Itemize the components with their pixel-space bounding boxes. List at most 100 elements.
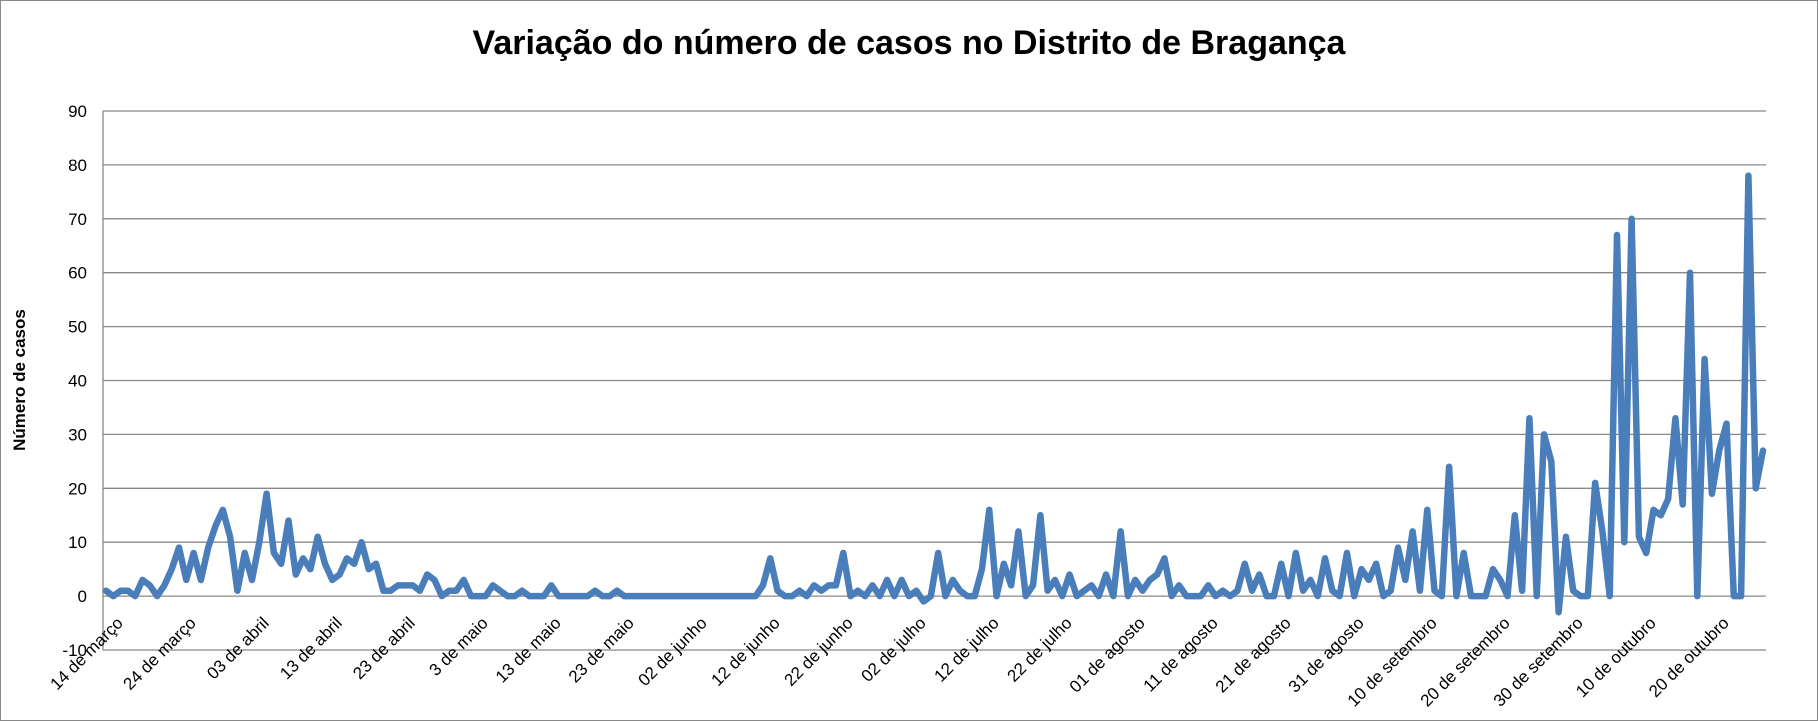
data-point bbox=[1081, 588, 1087, 594]
data-point bbox=[1037, 512, 1043, 518]
data-point bbox=[1651, 507, 1657, 513]
data-point bbox=[1176, 582, 1182, 588]
data-point bbox=[760, 582, 766, 588]
data-point bbox=[1395, 545, 1401, 551]
data-point bbox=[461, 577, 467, 583]
data-point bbox=[271, 550, 277, 556]
data-point bbox=[556, 593, 562, 599]
data-point bbox=[1329, 588, 1335, 594]
x-tick-label: 13 de abril bbox=[276, 613, 346, 683]
data-point bbox=[884, 577, 890, 583]
data-point bbox=[1256, 572, 1262, 578]
x-tick-label: 31 de agosto bbox=[1285, 613, 1368, 696]
data-point bbox=[636, 593, 642, 599]
data-point bbox=[818, 588, 824, 594]
data-point bbox=[921, 598, 927, 604]
y-tick-label: -10 bbox=[62, 641, 87, 660]
x-tick-label: 23 de abril bbox=[349, 613, 419, 683]
data-point bbox=[570, 593, 576, 599]
data-point bbox=[1519, 588, 1525, 594]
data-point bbox=[804, 593, 810, 599]
data-point bbox=[1118, 528, 1124, 534]
x-tick-label: 02 de junho bbox=[635, 613, 711, 689]
data-point bbox=[380, 588, 386, 594]
data-point bbox=[913, 588, 919, 594]
data-point bbox=[942, 593, 948, 599]
data-point bbox=[212, 523, 218, 529]
data-point bbox=[848, 593, 854, 599]
data-point bbox=[1293, 550, 1299, 556]
data-point bbox=[767, 555, 773, 561]
data-point bbox=[1658, 512, 1664, 518]
data-point bbox=[147, 582, 153, 588]
data-point bbox=[935, 550, 941, 556]
data-point bbox=[563, 593, 569, 599]
data-point bbox=[869, 582, 875, 588]
data-point bbox=[410, 582, 416, 588]
data-point bbox=[1490, 566, 1496, 572]
data-point bbox=[899, 577, 905, 583]
data-point bbox=[249, 577, 255, 583]
data-point bbox=[1110, 593, 1116, 599]
data-point bbox=[1410, 528, 1416, 534]
data-point bbox=[738, 593, 744, 599]
data-point bbox=[176, 545, 182, 551]
data-point bbox=[497, 588, 503, 594]
data-point bbox=[322, 561, 328, 567]
data-point bbox=[373, 561, 379, 567]
data-point bbox=[1074, 593, 1080, 599]
data-point bbox=[811, 582, 817, 588]
data-point bbox=[672, 593, 678, 599]
data-point bbox=[680, 593, 686, 599]
gridlines bbox=[102, 110, 1766, 651]
y-tick-label: 70 bbox=[68, 210, 87, 229]
data-point bbox=[1512, 512, 1518, 518]
data-point bbox=[702, 593, 708, 599]
data-point bbox=[541, 593, 547, 599]
data-point bbox=[125, 588, 131, 594]
data-point bbox=[745, 593, 751, 599]
data-point bbox=[687, 593, 693, 599]
data-point bbox=[351, 561, 357, 567]
data-point bbox=[723, 593, 729, 599]
data-point bbox=[1015, 528, 1021, 534]
data-point bbox=[1286, 593, 1292, 599]
data-point bbox=[1453, 593, 1459, 599]
data-point bbox=[1578, 593, 1584, 599]
data-point bbox=[366, 566, 372, 572]
data-point bbox=[417, 588, 423, 594]
data-point bbox=[994, 593, 1000, 599]
y-tick-label: 90 bbox=[68, 102, 87, 121]
data-point bbox=[1738, 593, 1744, 599]
data-point bbox=[315, 534, 321, 540]
data-point bbox=[1088, 582, 1094, 588]
data-point bbox=[1161, 555, 1167, 561]
data-point bbox=[431, 577, 437, 583]
series-line bbox=[102, 172, 1767, 616]
data-point bbox=[1424, 507, 1430, 513]
data-point bbox=[140, 577, 146, 583]
data-point bbox=[1140, 588, 1146, 594]
data-point bbox=[1242, 561, 1248, 567]
data-point bbox=[599, 593, 605, 599]
data-point bbox=[1629, 216, 1635, 222]
data-point bbox=[1439, 593, 1445, 599]
data-point bbox=[548, 582, 554, 588]
data-point bbox=[1665, 496, 1671, 502]
data-point bbox=[1264, 593, 1270, 599]
y-tick-label: 10 bbox=[68, 533, 87, 552]
data-point bbox=[585, 593, 591, 599]
data-point bbox=[643, 593, 649, 599]
data-point bbox=[1760, 448, 1766, 454]
data-point bbox=[307, 566, 313, 572]
data-point bbox=[1505, 593, 1511, 599]
data-point bbox=[1643, 550, 1649, 556]
y-tick-label: 80 bbox=[68, 156, 87, 175]
data-point bbox=[1526, 415, 1532, 421]
data-point bbox=[1023, 593, 1029, 599]
data-point bbox=[1724, 421, 1730, 427]
data-point bbox=[169, 566, 175, 572]
data-point bbox=[950, 577, 956, 583]
data-point bbox=[1541, 431, 1547, 437]
